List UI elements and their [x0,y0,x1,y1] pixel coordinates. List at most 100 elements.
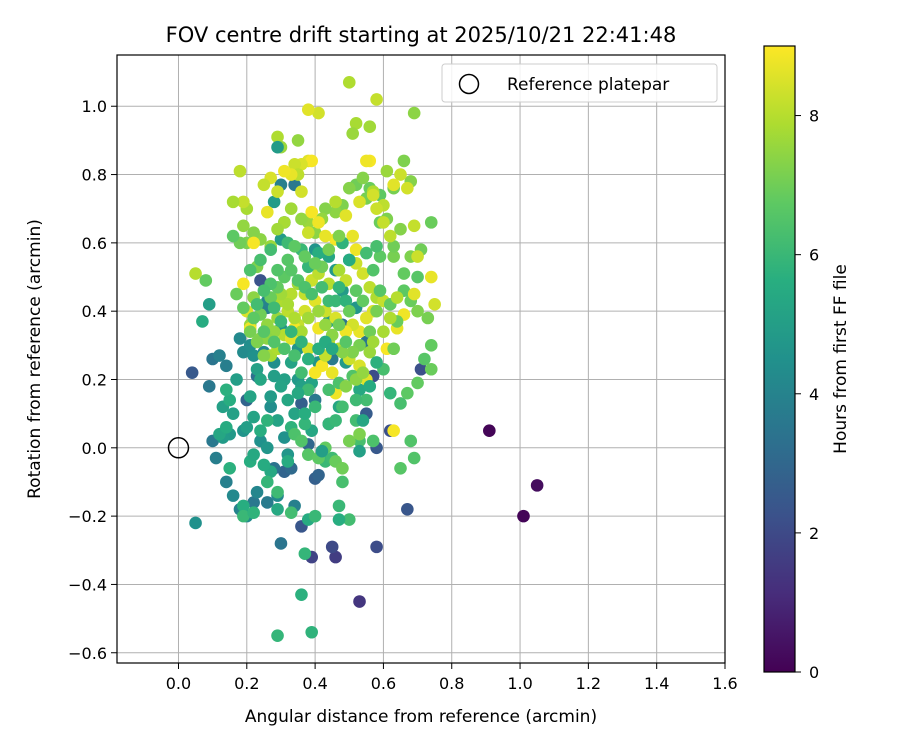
data-point [257,349,271,362]
data-point [274,537,288,550]
data-point [260,475,274,489]
data-point [356,366,370,379]
data-point [281,455,295,468]
data-point [254,253,267,267]
data-point [356,414,370,427]
data-point [291,386,305,400]
data-point [257,284,271,297]
data-point [298,250,312,263]
data-point [295,434,308,448]
data-point [387,239,400,253]
data-point [223,462,237,475]
data-point [213,349,226,362]
y-tick-label: −0.4 [68,575,107,594]
data-point [356,171,370,185]
data-point [237,509,250,523]
data-point [237,195,250,209]
data-point [233,332,247,345]
data-point [342,434,356,448]
data-point [349,284,363,297]
reference-point [167,437,190,459]
data-point [301,448,315,461]
data-point [260,441,274,455]
data-point [411,376,424,390]
data-point [353,595,366,608]
data-point [278,164,291,178]
data-point [196,315,209,328]
data-point [397,154,411,168]
data-point [407,106,421,120]
data-point [243,263,257,277]
data-point [312,304,325,318]
data-point [250,298,264,311]
data-point [360,246,373,260]
plot-frame [116,54,726,664]
data-point [301,383,315,397]
data-point [247,226,260,239]
data-point [342,304,356,318]
data-point [264,243,278,256]
data-point [387,250,400,263]
colorbar-tick-label: 4 [809,385,819,404]
data-point [264,390,278,403]
data-point [254,424,267,438]
data-point [339,380,353,393]
data-point [319,202,332,216]
data-point [353,195,366,209]
x-tick-label: 0.0 [166,674,191,693]
data-point [363,280,377,294]
data-point [332,229,346,243]
data-point [247,506,260,520]
data-point [397,267,411,280]
legend-marker-icon [458,73,480,95]
data-point [271,485,284,499]
colorbar: 0 2 4 6 8 Hours from first FF file [763,45,851,682]
data-point [424,362,438,376]
data-point [247,448,260,461]
data-point [356,267,370,280]
data-point [387,424,400,438]
data-point [295,588,308,601]
data-point [336,345,349,359]
data-point [284,506,298,520]
y-tick-label: 0.6 [82,234,107,253]
data-point [250,362,264,376]
data-point [411,250,424,263]
data-point [220,359,233,373]
x-tick-label: 1.0 [507,674,532,693]
data-point [240,421,254,434]
data-point [390,291,404,304]
data-point [189,516,202,530]
data-point [254,274,267,287]
data-point [329,550,342,564]
data-point [308,509,322,523]
colorbar-tick-label: 0 [809,663,819,682]
data-point [295,212,308,226]
data-point [243,325,257,338]
data-point [407,451,421,465]
data-point [339,209,353,222]
data-point [301,352,315,366]
x-tick-label: 1.2 [576,674,601,693]
data-point [274,380,288,393]
data-point [370,93,383,106]
data-point [346,229,359,243]
data-points [185,76,544,642]
data-point [274,315,288,328]
data-point [295,366,308,379]
data-point [288,407,301,420]
data-point [404,434,418,448]
data-point [226,489,240,502]
data-point [226,407,240,420]
data-point [308,400,322,414]
data-point [346,345,359,359]
data-point [360,393,373,407]
data-point [281,393,295,407]
data-point [411,270,424,284]
data-point [202,298,216,311]
data-point [288,349,301,362]
data-point [247,349,260,362]
data-point [247,236,260,250]
data-point [349,393,363,407]
data-point [298,407,312,420]
